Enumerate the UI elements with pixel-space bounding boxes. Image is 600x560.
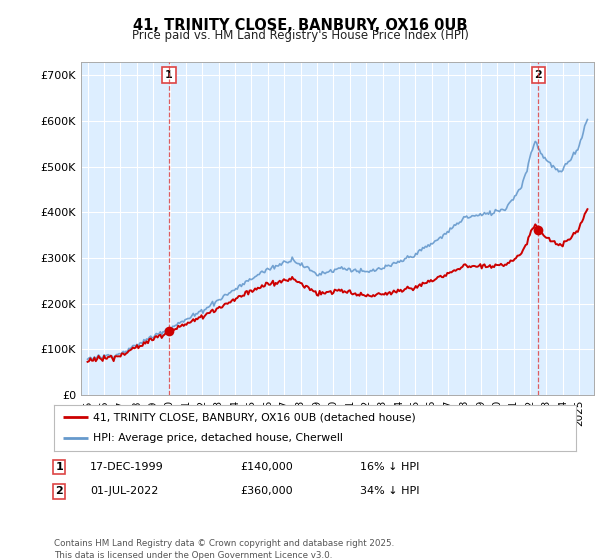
Text: 01-JUL-2022: 01-JUL-2022	[90, 486, 158, 496]
Text: 1: 1	[165, 70, 173, 80]
Text: 2: 2	[55, 486, 63, 496]
Text: HPI: Average price, detached house, Cherwell: HPI: Average price, detached house, Cher…	[93, 433, 343, 444]
Text: 41, TRINITY CLOSE, BANBURY, OX16 0UB: 41, TRINITY CLOSE, BANBURY, OX16 0UB	[133, 18, 467, 33]
Text: 2: 2	[535, 70, 542, 80]
Text: 1: 1	[55, 462, 63, 472]
Text: Contains HM Land Registry data © Crown copyright and database right 2025.
This d: Contains HM Land Registry data © Crown c…	[54, 539, 394, 560]
Text: £140,000: £140,000	[240, 462, 293, 472]
Text: £360,000: £360,000	[240, 486, 293, 496]
Text: 17-DEC-1999: 17-DEC-1999	[90, 462, 164, 472]
Text: 34% ↓ HPI: 34% ↓ HPI	[360, 486, 419, 496]
Text: 16% ↓ HPI: 16% ↓ HPI	[360, 462, 419, 472]
Text: Price paid vs. HM Land Registry's House Price Index (HPI): Price paid vs. HM Land Registry's House …	[131, 29, 469, 42]
Text: 41, TRINITY CLOSE, BANBURY, OX16 0UB (detached house): 41, TRINITY CLOSE, BANBURY, OX16 0UB (de…	[93, 412, 416, 422]
